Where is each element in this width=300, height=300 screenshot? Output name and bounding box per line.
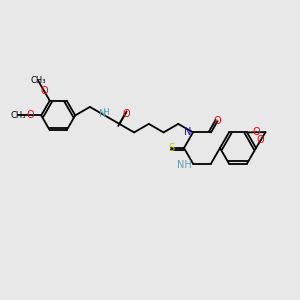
Text: O: O [214,116,221,126]
Text: O: O [257,135,265,145]
Text: CH₃: CH₃ [11,111,26,120]
Text: N: N [99,110,106,119]
Text: S: S [168,143,174,153]
Text: O: O [253,127,260,137]
Text: CH₃: CH₃ [31,76,46,85]
Text: H: H [102,108,109,117]
Text: N: N [184,128,191,137]
Text: O: O [123,110,130,119]
Text: O: O [26,110,34,120]
Text: O: O [40,86,48,96]
Text: NH: NH [177,160,192,170]
